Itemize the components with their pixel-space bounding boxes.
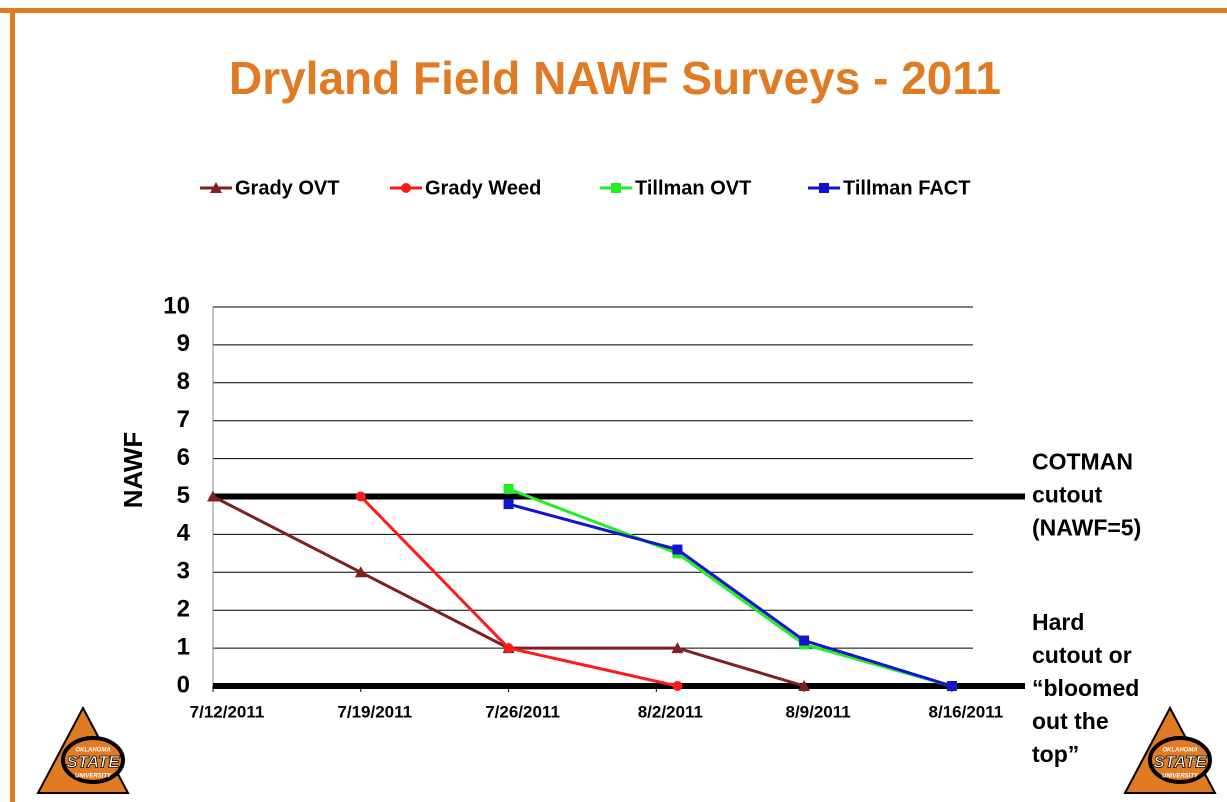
marker <box>503 643 514 654</box>
logo-left <box>36 705 130 794</box>
marker <box>671 642 684 654</box>
legend-symbol <box>819 183 829 193</box>
logo-text: UNIVERSITY <box>75 774 112 780</box>
marker <box>672 681 683 691</box>
x-tick-label: 8/9/2011 <box>785 702 850 721</box>
x-tick-label: 7/12/2011 <box>190 702 265 721</box>
reference-label: top” <box>1032 741 1079 767</box>
legend-marker <box>210 182 222 193</box>
y-tick-label: 1 <box>177 633 190 660</box>
reference-label: (NAWF=5) <box>1032 515 1141 541</box>
x-tick-label: 8/16/2011 <box>929 702 1004 721</box>
logo-text: STATE <box>66 752 120 771</box>
y-tick-label: 9 <box>177 330 190 357</box>
logo-text: OKLAHOMA <box>1162 748 1197 754</box>
legend-label: Grady Weed <box>425 177 541 199</box>
marker <box>355 491 366 502</box>
x-tick-label: 8/2/2011 <box>638 702 703 721</box>
reference-label: cutout or <box>1032 642 1132 668</box>
y-tick-label: 10 <box>163 292 190 319</box>
x-tick-label: 7/26/2011 <box>485 702 560 721</box>
y-tick-label: 6 <box>177 444 190 471</box>
y-tick-label: 7 <box>177 406 190 433</box>
logo-right <box>1123 705 1217 794</box>
marker <box>672 544 683 555</box>
reference-label: out the <box>1032 708 1109 734</box>
legend-item: Tillman FACT <box>808 177 970 199</box>
legend-item: Grady OVT <box>200 177 339 199</box>
marker <box>946 681 957 691</box>
legend-marker <box>401 183 411 193</box>
legend-symbol <box>611 183 621 193</box>
y-tick-label: 5 <box>177 482 190 509</box>
logo-text: UNIVERSITY <box>1162 774 1199 780</box>
marker <box>503 499 514 510</box>
logo-text: OKLAHOMA <box>75 748 110 754</box>
marker <box>799 635 810 646</box>
marker <box>503 483 514 494</box>
top-border <box>0 8 1227 13</box>
legend-marker <box>611 183 621 193</box>
legend-item: Grady Weed <box>390 177 541 199</box>
reference-label: “bloomed <box>1032 675 1139 701</box>
legend-symbol <box>401 183 411 193</box>
y-tick-label: 0 <box>177 671 190 698</box>
y-tick-label: 2 <box>177 596 190 623</box>
y-tick-label: 3 <box>177 558 190 585</box>
legend-symbol <box>210 182 222 193</box>
chart-title: Dryland Field NAWF Surveys - 2011 <box>229 52 1001 104</box>
legend-item: Tillman OVT <box>600 177 751 199</box>
series <box>355 491 683 691</box>
series-line <box>508 502 953 688</box>
y-axis-label: NAWF <box>118 432 148 509</box>
legend-label: Tillman OVT <box>635 177 751 199</box>
legend-marker <box>819 183 829 193</box>
series <box>503 499 957 691</box>
logo-text: STATE <box>1153 752 1207 771</box>
reference-label: Hard <box>1032 609 1084 635</box>
marker <box>207 490 219 502</box>
reference-label: cutout <box>1032 482 1103 508</box>
reference-label: COTMAN <box>1032 449 1133 475</box>
marker <box>354 566 367 578</box>
series-line <box>508 487 953 688</box>
y-tick-label: 8 <box>177 368 190 395</box>
legend-label: Tillman FACT <box>843 177 970 199</box>
legend-label: Grady OVT <box>235 177 339 199</box>
left-border <box>10 8 15 802</box>
y-tick-label: 4 <box>177 520 191 547</box>
x-tick-label: 7/19/2011 <box>337 702 412 721</box>
marker <box>798 680 811 691</box>
